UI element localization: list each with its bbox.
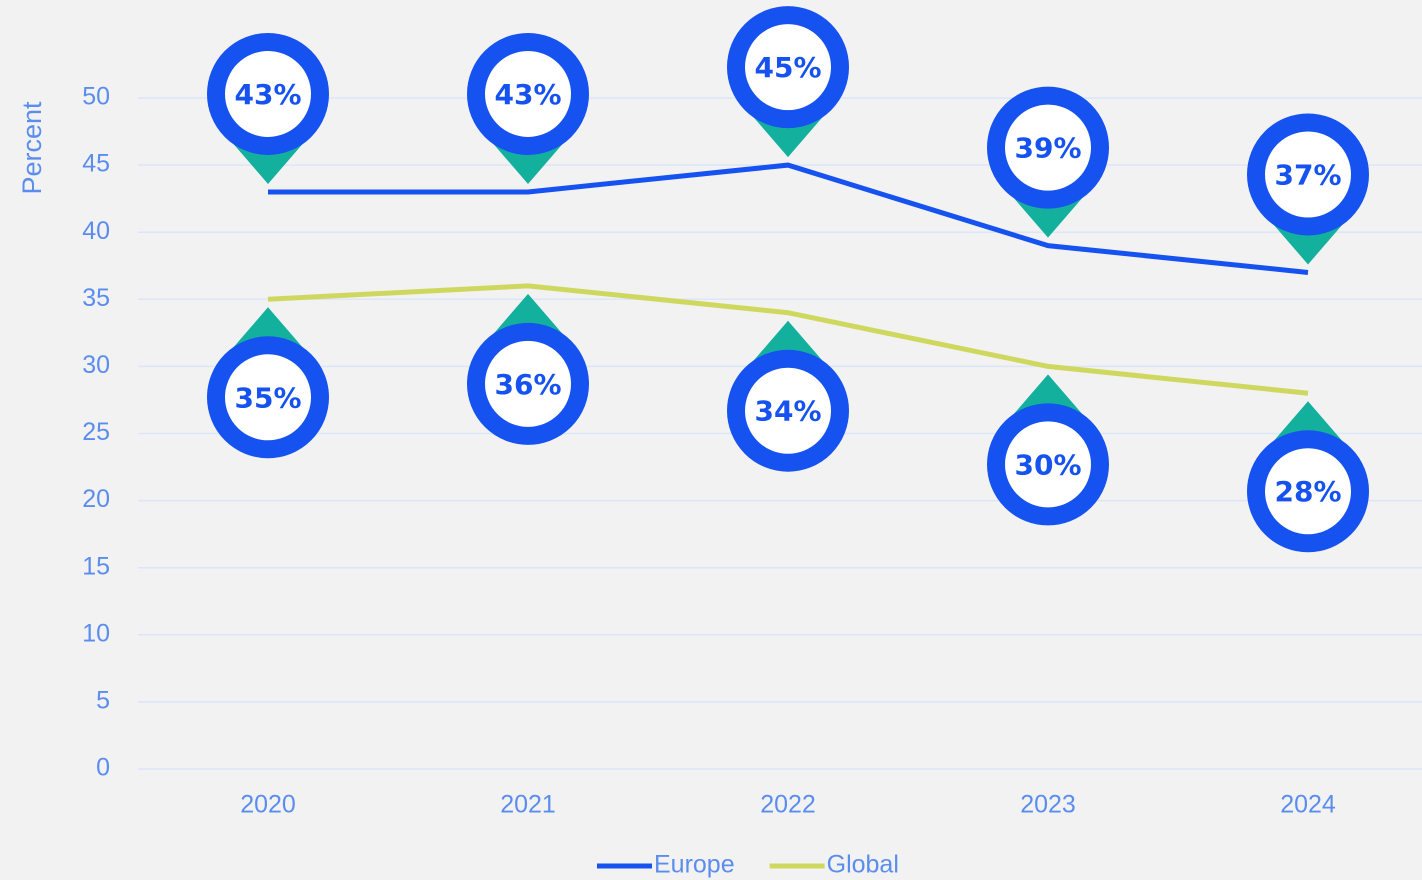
legend-label: Europe — [654, 851, 735, 879]
pin-ring — [1247, 430, 1369, 553]
pin-marker: 39% — [987, 86, 1109, 238]
data-label: 36% — [494, 368, 561, 401]
data-label: 37% — [1274, 158, 1341, 191]
data-label: 28% — [1274, 475, 1341, 508]
data-label: 34% — [754, 395, 821, 428]
x-tick-label: 2024 — [1280, 791, 1336, 819]
y-tick-label: 5 — [96, 687, 110, 715]
pin-ring — [467, 322, 589, 445]
y-tick-label: 45 — [82, 150, 110, 178]
y-tick-label: 15 — [82, 552, 110, 580]
y-tick-label: 50 — [82, 83, 110, 111]
y-axis-label: Percent — [17, 101, 47, 195]
y-tick-label: 40 — [82, 217, 110, 245]
y-tick-label: 10 — [82, 619, 110, 647]
pin-marker: 43% — [467, 32, 589, 184]
line — [267, 283, 1309, 396]
y-tick-label: 0 — [96, 754, 110, 782]
x-tick-label: 2021 — [500, 791, 556, 819]
pin-ring — [987, 403, 1109, 526]
data-label: 30% — [1014, 448, 1081, 481]
y-tick-label: 25 — [82, 418, 110, 446]
pin-marker: 36% — [467, 293, 589, 445]
pin-marker: 37% — [1247, 113, 1369, 265]
data-label: 43% — [494, 78, 561, 111]
pin-marker: 34% — [727, 320, 849, 472]
y-tick-label: 20 — [82, 485, 110, 513]
pin-ring — [727, 6, 849, 129]
data-label: 39% — [1014, 132, 1081, 165]
pin-ring — [207, 336, 329, 459]
pin-marker: 43% — [207, 32, 329, 184]
x-tick-label: 2023 — [1020, 791, 1076, 819]
pin-marker: 30% — [987, 374, 1109, 526]
line — [268, 162, 1309, 275]
y-tick-label: 35 — [82, 284, 110, 312]
pin-ring — [987, 86, 1109, 209]
pin-ring — [727, 349, 849, 472]
pin-marker: 45% — [727, 6, 849, 158]
pin-ring — [467, 32, 589, 155]
legend-label: Global — [827, 851, 899, 879]
x-tick-label: 2022 — [760, 791, 816, 819]
x-tick-label: 2020 — [240, 791, 296, 819]
pin-ring — [207, 32, 329, 155]
pin-marker: 35% — [207, 307, 329, 459]
y-tick-label: 30 — [82, 351, 110, 379]
pin-marker: 28% — [1247, 401, 1369, 553]
data-label: 45% — [754, 51, 821, 84]
pin-ring — [1247, 113, 1369, 236]
data-label: 35% — [234, 381, 301, 414]
data-label: 43% — [234, 78, 301, 111]
